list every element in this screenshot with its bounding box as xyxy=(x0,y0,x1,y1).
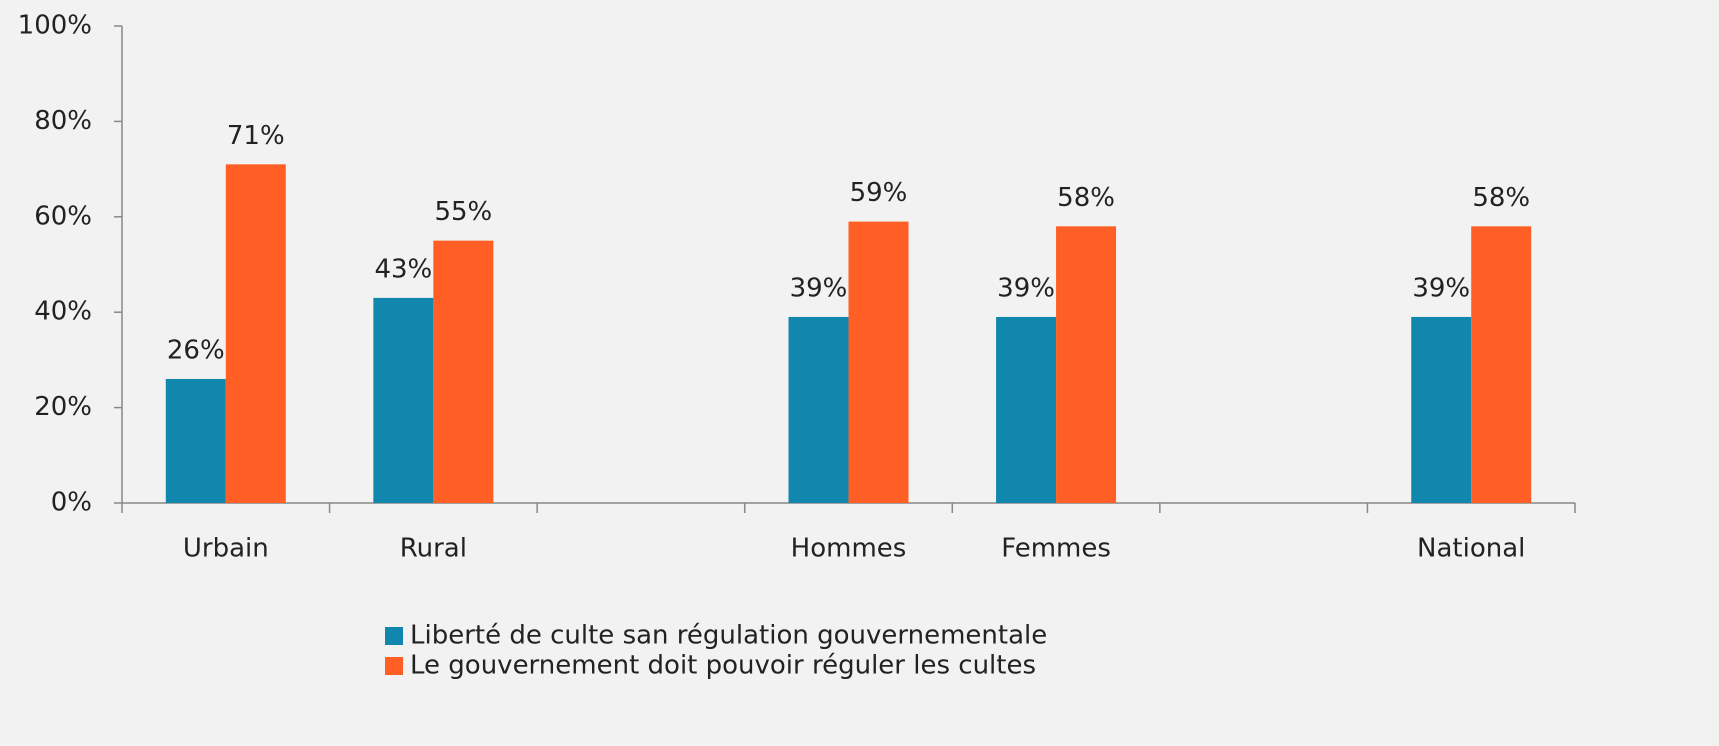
value-label: 59% xyxy=(850,178,908,208)
bar xyxy=(1471,226,1532,503)
legend-label: Liberté de culte san régulation gouverne… xyxy=(410,621,1047,651)
x-tick-label: Femmes xyxy=(1001,534,1111,564)
y-tick-label: 80% xyxy=(34,106,92,136)
bar xyxy=(373,297,434,503)
y-tick-label: 60% xyxy=(34,201,92,231)
value-label: 39% xyxy=(790,273,848,303)
value-label: 71% xyxy=(227,121,285,151)
bar xyxy=(165,378,226,503)
value-label: 58% xyxy=(1472,183,1530,213)
bar xyxy=(848,221,909,503)
bar xyxy=(433,240,494,503)
x-tick-label: Hommes xyxy=(791,534,907,564)
value-label: 39% xyxy=(1412,273,1470,303)
bar xyxy=(996,316,1057,503)
y-tick-label: 0% xyxy=(51,488,92,518)
bar xyxy=(788,316,849,503)
value-label: 39% xyxy=(997,273,1055,303)
x-tick-label: Urbain xyxy=(183,534,269,564)
bar xyxy=(1411,316,1472,503)
y-tick-label: 100% xyxy=(18,11,92,41)
value-label: 26% xyxy=(167,335,225,365)
bar xyxy=(225,164,286,503)
legend-swatch xyxy=(385,657,403,675)
y-tick-label: 20% xyxy=(34,392,92,422)
bar xyxy=(1056,226,1117,503)
legend-swatch xyxy=(385,627,403,645)
x-tick-label: National xyxy=(1417,534,1525,564)
value-label: 43% xyxy=(374,254,432,284)
legend-label: Le gouvernement doit pouvoir réguler les… xyxy=(410,651,1036,681)
y-tick-label: 40% xyxy=(34,297,92,327)
value-label: 55% xyxy=(434,197,492,227)
x-tick-label: Rural xyxy=(400,534,467,564)
value-label: 58% xyxy=(1057,183,1115,213)
